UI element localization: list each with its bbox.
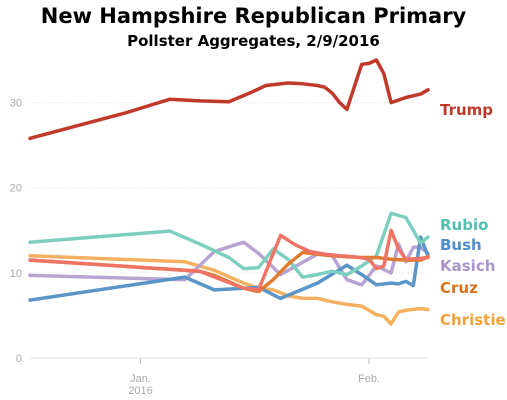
- x-tick-label: Feb.: [358, 373, 380, 385]
- legend-label-trump: Trump: [440, 101, 493, 119]
- y-tick-label: 20: [10, 183, 22, 195]
- series-line-christie: [28, 254, 430, 326]
- series-line-unlabeled: [28, 228, 430, 292]
- x-tick-label: Jan.: [130, 373, 151, 385]
- legend-label-bush: Bush: [440, 236, 482, 254]
- y-tick-label: 0: [16, 353, 22, 365]
- y-tick-label: 10: [10, 268, 22, 280]
- x-tick-sublabel: 2016: [128, 385, 152, 397]
- legend-label-kasich: Kasich: [440, 257, 495, 275]
- series-line-trump: [28, 58, 430, 141]
- legend-label-rubio: Rubio: [440, 216, 488, 234]
- legend-label-cruz: Cruz: [440, 279, 478, 297]
- y-tick-label: 30: [10, 98, 22, 110]
- chart-title: New Hampshire Republican Primary: [40, 4, 467, 28]
- series-line-rubio: [28, 211, 430, 279]
- legend-label-christie: Christie: [440, 311, 506, 329]
- chart-subtitle: Pollster Aggregates, 2/9/2016: [127, 32, 380, 50]
- series-line-kasich: [28, 240, 430, 287]
